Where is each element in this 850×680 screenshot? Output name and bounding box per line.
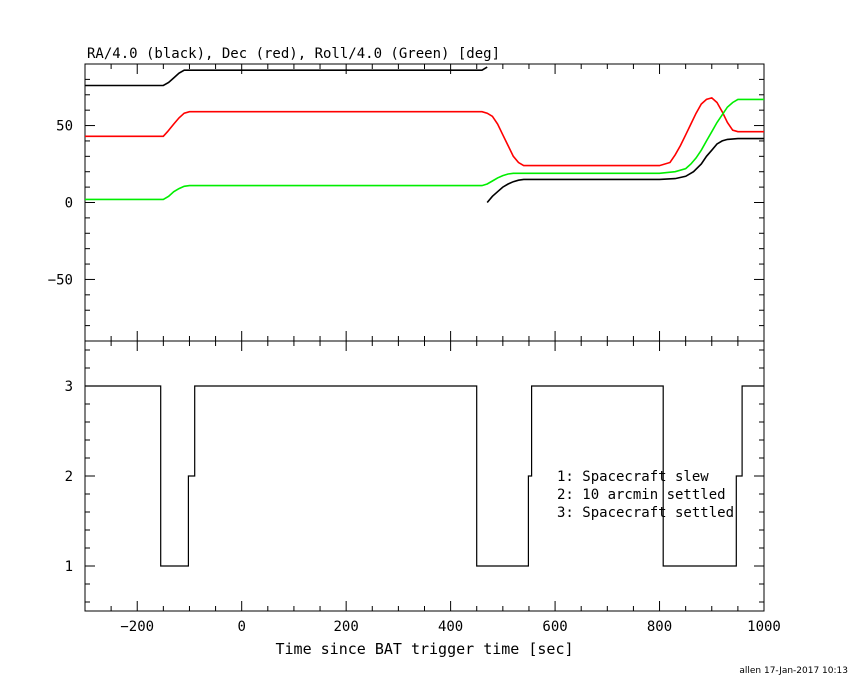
y-tick-label: 2 (65, 469, 73, 485)
series-line-roll-4-0-0 (85, 98, 764, 201)
bottom-axis-ticks: −200 0 200 400 600 800 1000 1 2 3 (65, 341, 781, 635)
x-tick-label: 400 (438, 619, 463, 635)
series-line-ra-4-0-0 (85, 66, 488, 87)
y-tick-label: 1 (65, 559, 73, 575)
series-line-dec-0 (85, 97, 764, 167)
y-tick-label: 3 (65, 379, 73, 395)
x-tick-label: 200 (334, 619, 359, 635)
status-step-line (85, 385, 764, 567)
top-axis-ticks: −50 0 50 (48, 63, 765, 342)
series-line-ra-4-0-1 (486, 137, 764, 204)
x-tick-label: 600 (542, 619, 567, 635)
x-tick-label: 800 (647, 619, 672, 635)
top-plot-frame (84, 63, 765, 342)
chart-title: RA/4.0 (black), Dec (red), Roll/4.0 (Gre… (87, 46, 500, 62)
top-series-group (85, 66, 764, 204)
legend-entry: 2: 10 arcmin settled (557, 487, 726, 503)
x-tick-label: 0 (237, 619, 245, 635)
x-tick-label: −200 (120, 619, 154, 635)
x-tick-label: 1000 (747, 619, 781, 635)
y-tick-label: −50 (48, 272, 73, 288)
legend-entry: 3: Spacecraft settled (557, 505, 734, 521)
y-tick-label: 0 (65, 196, 73, 212)
footer-stamp: allen 17-Jan-2017 10:13 (739, 666, 848, 676)
x-axis-label: Time since BAT trigger time [sec] (275, 640, 573, 658)
status-legend: 1: Spacecraft slew 2: 10 arcmin settled 3:… (557, 469, 734, 521)
y-tick-label: 50 (56, 119, 73, 135)
bottom-series-group (85, 385, 764, 567)
legend-entry: 1: Spacecraft slew (557, 469, 709, 485)
